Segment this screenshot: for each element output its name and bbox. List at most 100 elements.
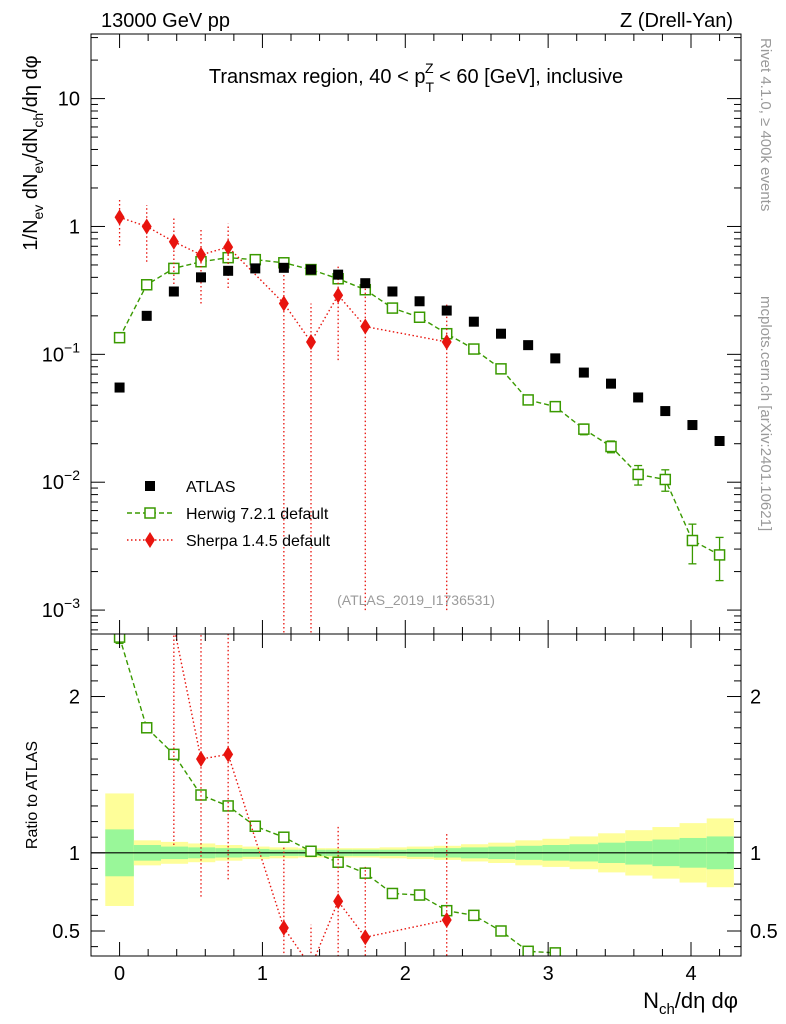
watermark: (ATLAS_2019_I1736531): [337, 592, 495, 608]
atlas-data-point: [360, 278, 371, 289]
sherpa-point: [173, 634, 174, 635]
atlas-data-point: [333, 269, 344, 280]
sherpa-point: [196, 751, 206, 768]
x-tick-label: 3: [543, 963, 554, 985]
atlas-data-point: [250, 263, 261, 274]
atlas-data-point: [550, 353, 561, 364]
herwig-point: [413, 889, 426, 901]
legend-label-herwig: Herwig 7.2.1 default: [186, 506, 329, 523]
herwig-point: [359, 867, 372, 879]
sherpa-point: [223, 746, 234, 763]
atlas-data-point: [687, 420, 698, 431]
atlas-data-point: [578, 367, 589, 378]
legend-marker-atlas: [145, 481, 155, 491]
legend-marker-sherpa: [145, 532, 155, 548]
herwig-point: [495, 363, 507, 375]
herwig-point: [468, 343, 480, 355]
ratio-frame: [90, 633, 742, 957]
x-tick-label: 1: [257, 963, 268, 985]
title-post: < 60 [GeV], inclusive: [434, 66, 624, 88]
xlabel: Nch/dη dφ: [643, 988, 738, 1018]
ratio-panel: 0.5 0.5 1 1 2 2 0 1 2 3 4 Ratio to ATLAS: [24, 633, 778, 985]
sherpa-point: [141, 218, 152, 235]
sherpa-point: [278, 919, 289, 936]
title-sup: Z: [425, 60, 434, 76]
herwig-point: [713, 549, 726, 561]
atlas-data-point: [387, 286, 398, 297]
ratio-axes: 0.5 0.5 1 1 2 2 0 1 2 3 4: [52, 634, 778, 985]
sherpa-point: [333, 893, 344, 910]
atlas-data-point: [223, 265, 234, 276]
herwig-point: [305, 845, 317, 858]
atlas-data-point: [523, 340, 534, 351]
main-panel: 10 1 10−1 10−2 10−3 Transmax region, 40 < pT…: [20, 33, 742, 635]
ratio-y-tick-label: 1: [69, 843, 80, 865]
main-series: [113, 198, 726, 634]
herwig-point: [413, 311, 426, 323]
process-label: Z (Drell-Yan): [620, 10, 733, 32]
y-tick-label: 10: [58, 89, 80, 111]
x-tick-label: 2: [400, 963, 411, 985]
sherpa-point: [223, 239, 234, 256]
series-line-sherpa: [174, 634, 447, 956]
atlas-data-point: [660, 406, 671, 417]
herwig-point: [249, 253, 262, 266]
herwig-point: [386, 302, 399, 314]
legend-item-sherpa: Sherpa 1.4.5 default: [127, 532, 331, 550]
atlas-data-point: [714, 436, 725, 447]
herwig-point: [632, 468, 644, 481]
main-axes: 10 1 10−1 10−2 10−3: [42, 34, 741, 634]
atlas-data-point: [306, 264, 316, 275]
ratio-ylabel: Ratio to ATLAS: [24, 741, 41, 849]
atlas-data-point: [141, 310, 152, 321]
svg-text:1/Nev dNev/dNch/dη dφ: 1/Nev dNev/dNch/dη dφ: [20, 55, 46, 250]
ratio-y-tick-label-right: 0.5: [750, 921, 778, 943]
sherpa-point: [114, 209, 125, 226]
sherpa-point: [306, 959, 316, 975]
atlas-data-point: [114, 382, 125, 393]
herwig-point: [659, 473, 672, 486]
atlas-data-point: [633, 392, 644, 403]
legend-label-sherpa: Sherpa 1.4.5 default: [186, 533, 331, 550]
atlas-data-point: [496, 328, 506, 339]
y-tick-label: 10−1: [42, 339, 80, 366]
sherpa-point: [196, 246, 206, 263]
series-line-herwig: [118, 256, 720, 556]
atlas-data-point: [168, 286, 179, 297]
legend-label-atlas: ATLAS: [186, 479, 236, 496]
legend: ATLAS Herwig 7.2.1 default Sherpa 1.4.5 …: [127, 479, 331, 550]
legend-marker-herwig: [144, 507, 156, 519]
herwig-point: [605, 440, 617, 453]
ratio-bands: [105, 793, 734, 906]
herwig-point: [578, 423, 590, 435]
herwig-point: [386, 887, 399, 900]
sherpa-point: [360, 929, 371, 946]
sherpa-point: [360, 318, 371, 335]
y-tick-label: 10−3: [42, 595, 80, 622]
herwig-point: [278, 831, 290, 843]
herwig-point: [168, 748, 180, 761]
x-tick-label: 4: [685, 963, 696, 985]
legend-item-atlas: ATLAS: [145, 479, 236, 496]
herwig-point: [549, 947, 562, 956]
herwig-point: [549, 400, 562, 413]
ratio-y-tick-label-right: 2: [750, 687, 761, 709]
atlas-data-point: [278, 262, 289, 273]
herwig-point: [495, 925, 507, 937]
side-label-rivet: Rivet 4.1.0, ≥ 400k events: [757, 38, 774, 211]
herwig-point: [249, 820, 262, 833]
title-sub: T: [425, 79, 434, 95]
sherpa-point: [278, 295, 289, 312]
sherpa-point: [441, 333, 452, 350]
sherpa-point: [441, 912, 452, 929]
energy-label: 13000 GeV pp: [101, 10, 230, 32]
herwig-point: [686, 534, 699, 547]
herwig-point: [522, 394, 534, 406]
y-tick-label: 1: [69, 216, 80, 238]
ratio-series: [113, 634, 562, 975]
herwig-point: [140, 279, 153, 291]
ratio-y-tick-label: 0.5: [52, 921, 80, 943]
sherpa-point: [168, 233, 179, 250]
side-label-source: mcplots.cern.ch [arXiv:2401.10621]: [757, 296, 774, 531]
